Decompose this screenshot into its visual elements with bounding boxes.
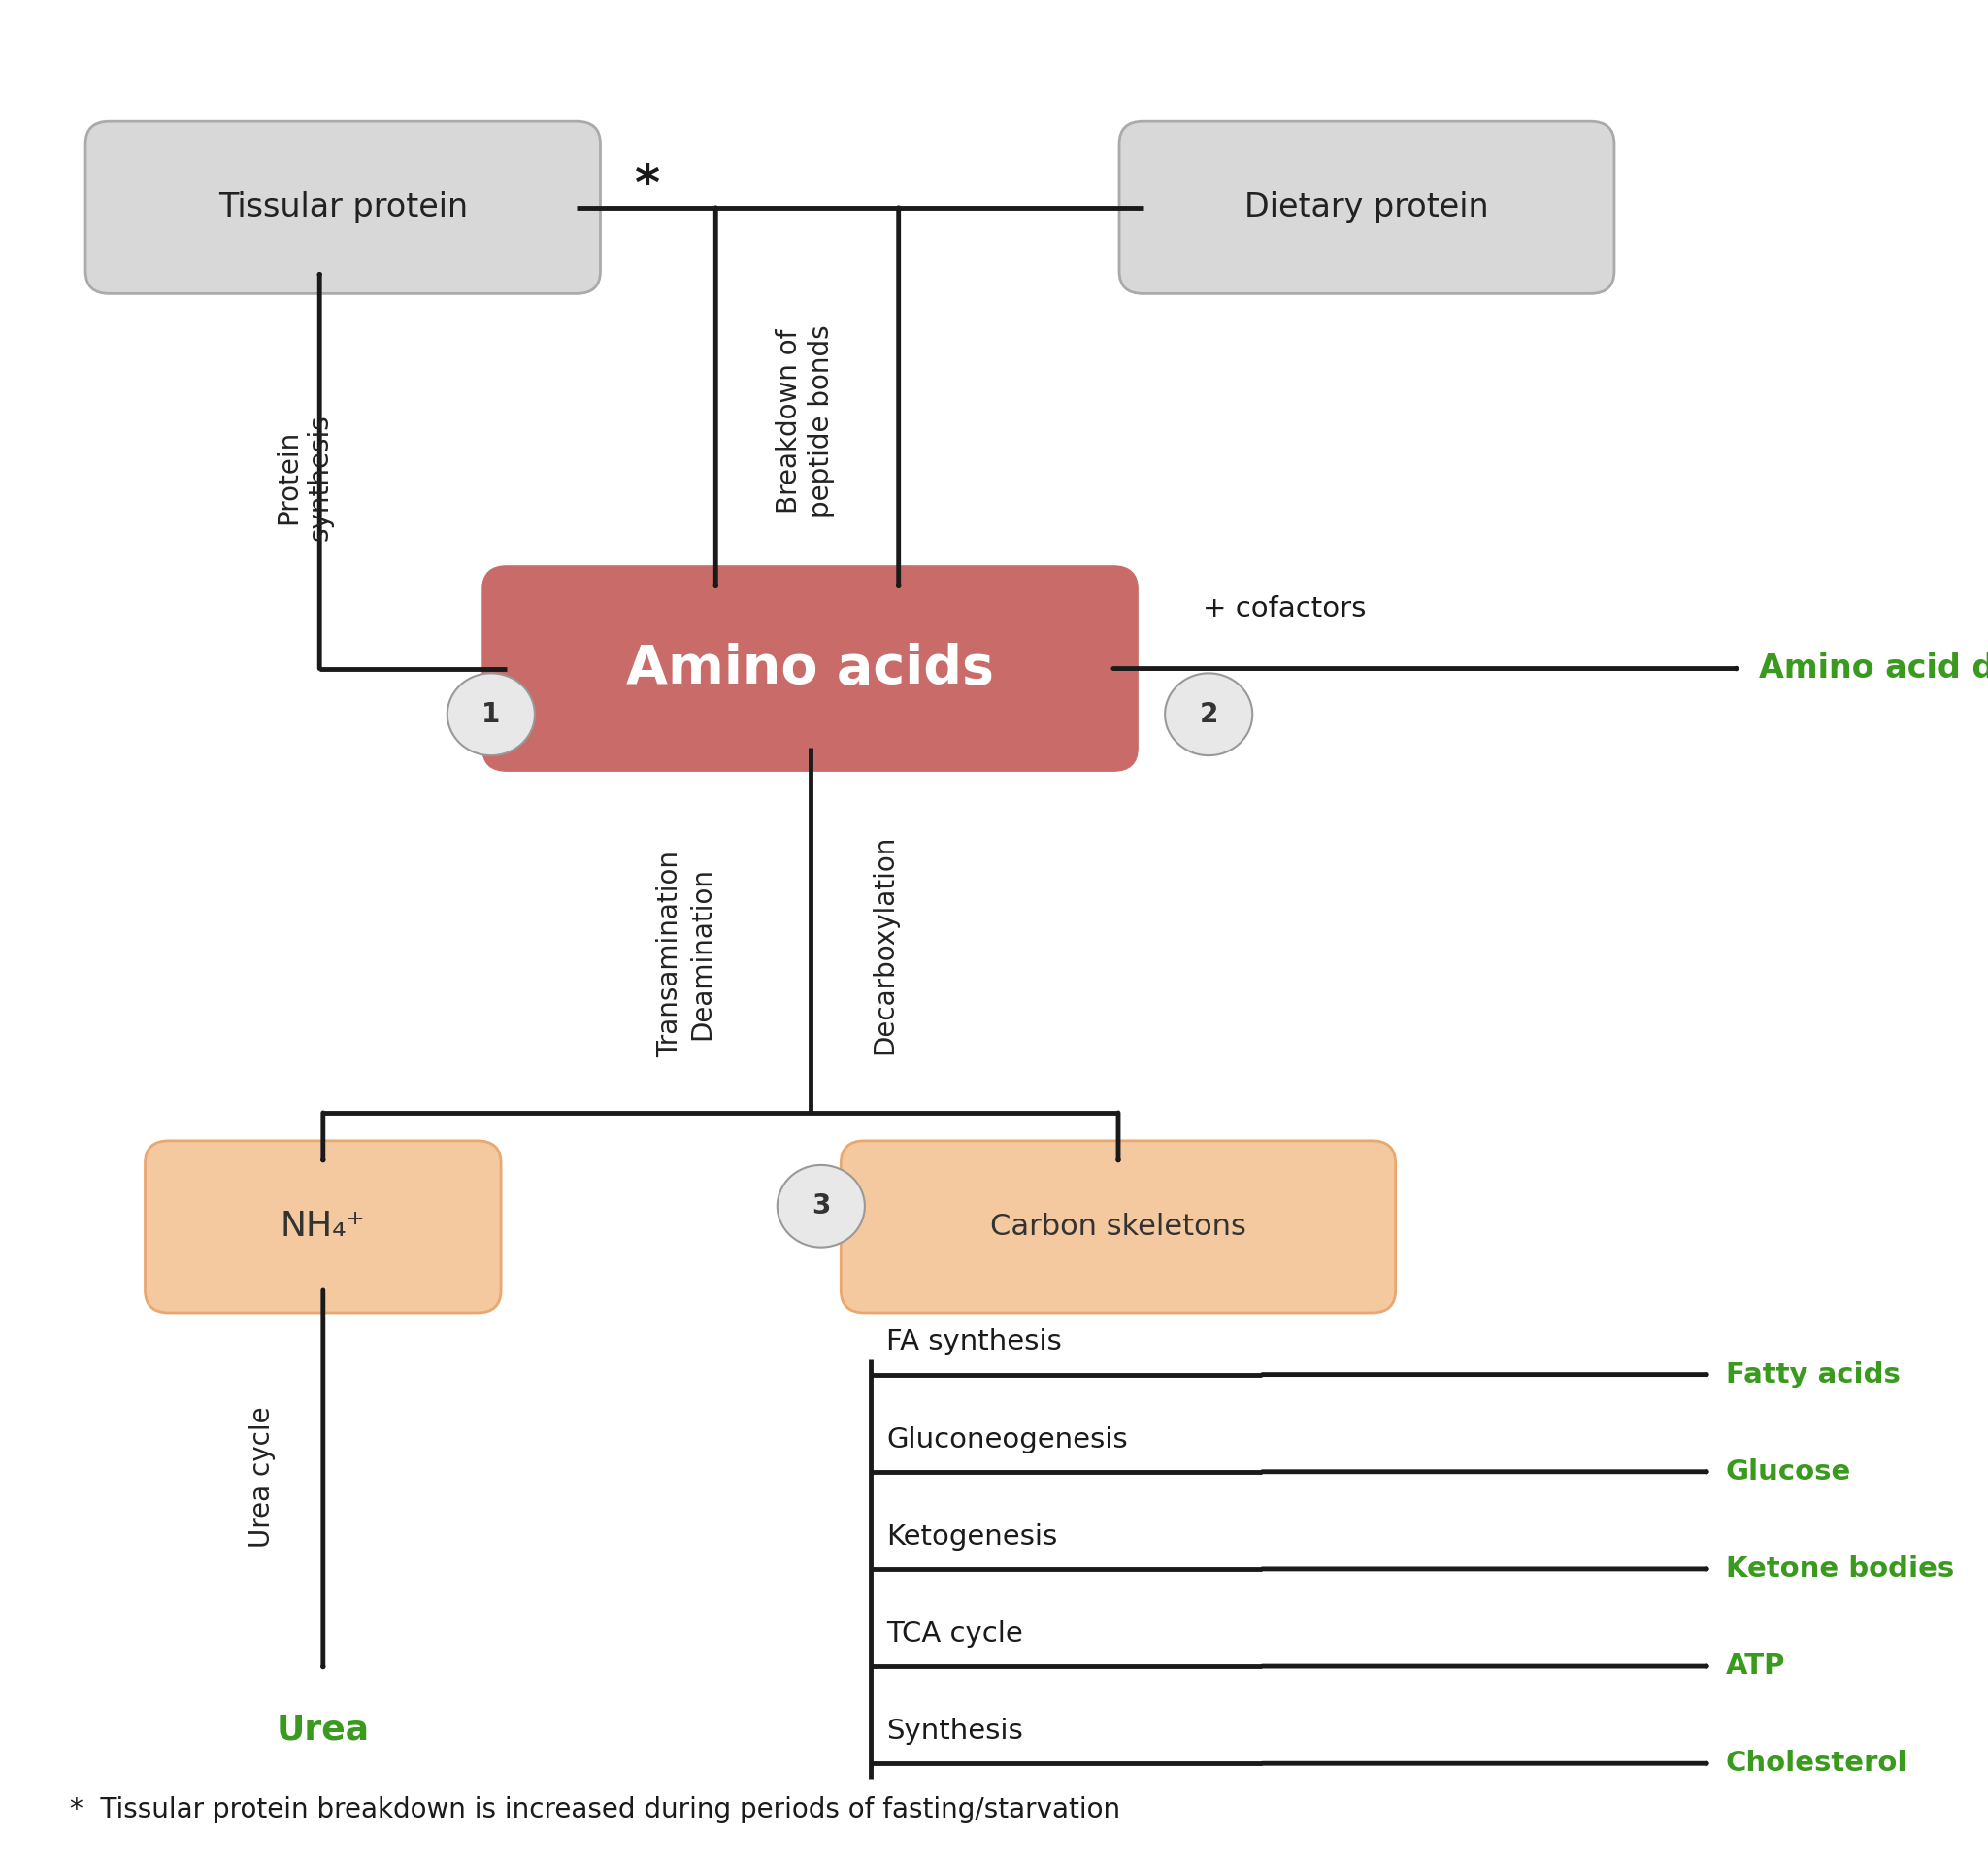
Text: Glucose: Glucose: [1726, 1459, 1851, 1485]
FancyBboxPatch shape: [145, 1141, 501, 1313]
Text: Fatty acids: Fatty acids: [1726, 1361, 1901, 1388]
FancyBboxPatch shape: [483, 567, 1137, 770]
Text: Dietary protein: Dietary protein: [1244, 191, 1489, 224]
Text: NH₄⁺: NH₄⁺: [280, 1210, 366, 1244]
Text: ATP: ATP: [1726, 1653, 1785, 1679]
Text: + cofactors: + cofactors: [1203, 595, 1366, 623]
Circle shape: [1165, 673, 1252, 755]
Text: Urea cycle: Urea cycle: [248, 1406, 276, 1548]
Text: Tissular protein: Tissular protein: [219, 191, 467, 224]
Text: Amino acids: Amino acids: [626, 641, 994, 696]
Text: Transamination
Deamination: Transamination Deamination: [656, 851, 716, 1057]
Text: Breakdown of
peptide bonds: Breakdown of peptide bonds: [775, 324, 835, 518]
Text: Ketogenesis: Ketogenesis: [887, 1522, 1058, 1550]
FancyBboxPatch shape: [1119, 122, 1614, 294]
FancyBboxPatch shape: [841, 1141, 1396, 1313]
Text: Cholesterol: Cholesterol: [1726, 1750, 1908, 1776]
Text: Ketone bodies: Ketone bodies: [1726, 1556, 1954, 1582]
Text: *: *: [634, 163, 658, 208]
Text: Gluconeogenesis: Gluconeogenesis: [887, 1425, 1127, 1453]
Text: 1: 1: [481, 701, 501, 727]
Circle shape: [777, 1165, 865, 1247]
Text: Synthesis: Synthesis: [887, 1717, 1024, 1745]
FancyBboxPatch shape: [85, 122, 600, 294]
Text: Urea: Urea: [276, 1713, 370, 1747]
Text: Carbon skeletons: Carbon skeletons: [990, 1212, 1246, 1242]
Text: 2: 2: [1199, 701, 1219, 727]
Text: Amino acid derivatives: Amino acid derivatives: [1759, 653, 1988, 684]
Text: FA synthesis: FA synthesis: [887, 1328, 1062, 1356]
Circle shape: [447, 673, 535, 755]
Text: Protein
synthesis: Protein synthesis: [274, 413, 334, 540]
Text: 3: 3: [811, 1193, 831, 1219]
Text: *  Tissular protein breakdown is increased during periods of fasting/starvation: * Tissular protein breakdown is increase…: [70, 1795, 1119, 1823]
Text: TCA cycle: TCA cycle: [887, 1619, 1024, 1647]
Text: Decarboxylation: Decarboxylation: [871, 834, 899, 1055]
